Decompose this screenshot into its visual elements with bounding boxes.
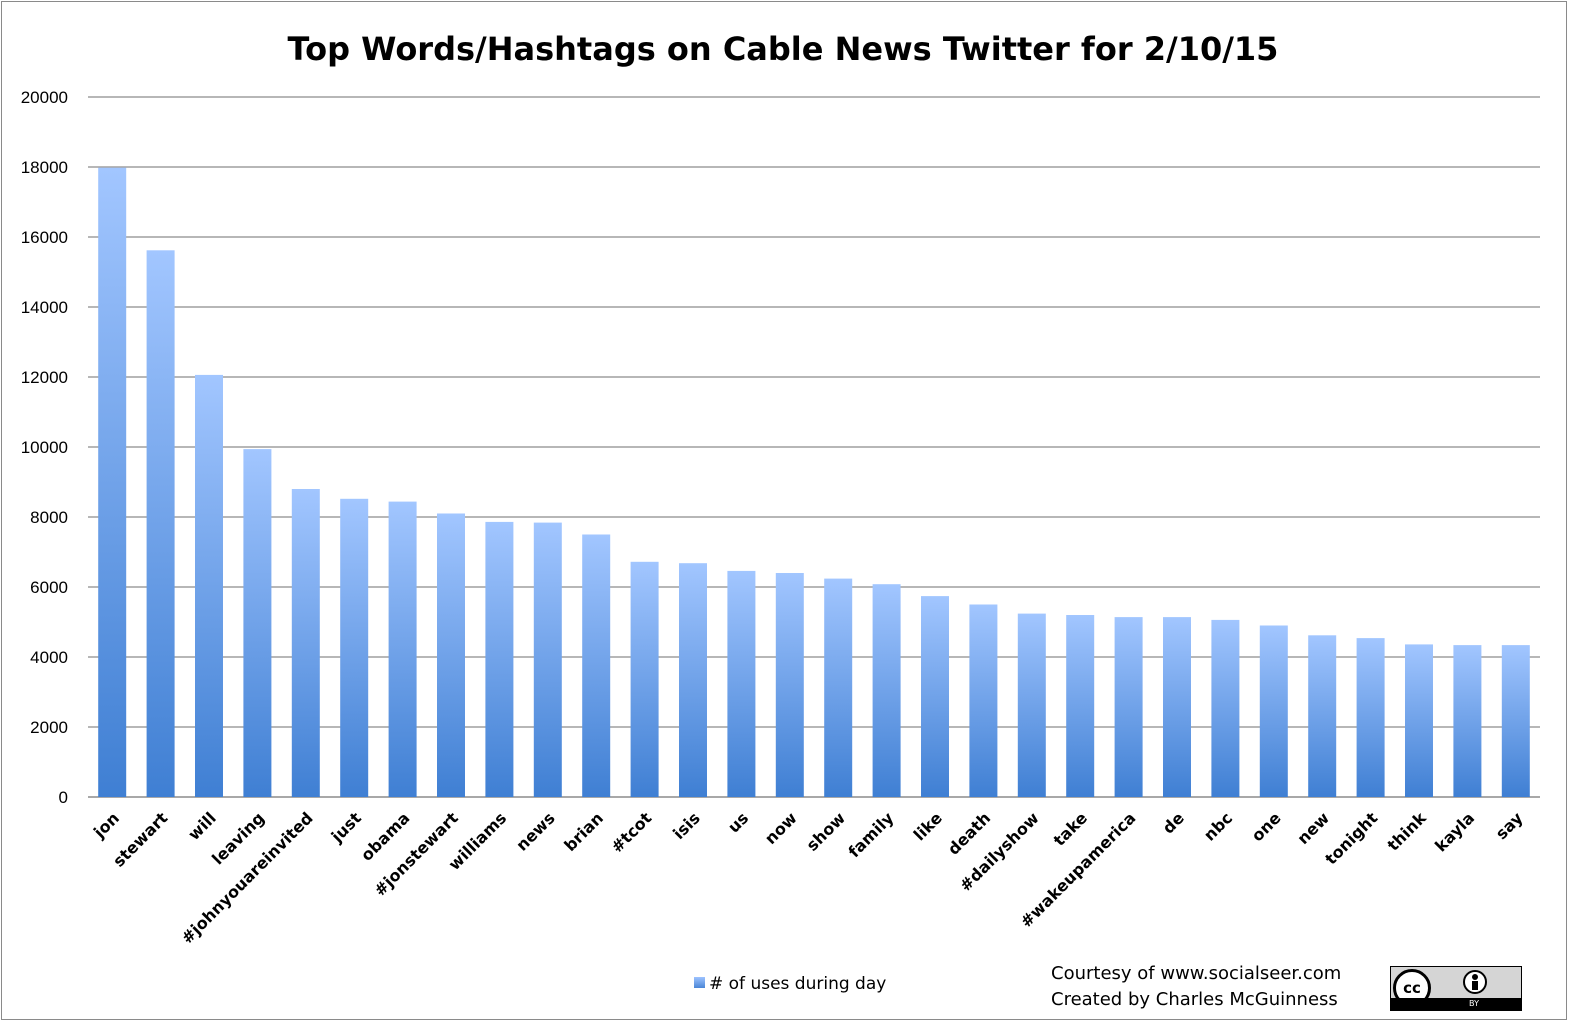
bar-us bbox=[727, 570, 756, 797]
x-tick-label: just bbox=[327, 808, 365, 846]
y-axis-ticks: 0 2000 4000 6000 8000 10000 12000 14000 16000 180… bbox=[21, 88, 68, 807]
bar-nbc bbox=[1211, 619, 1240, 797]
x-tick-label: say bbox=[1492, 808, 1527, 843]
y-tick-label: 6000 bbox=[30, 578, 68, 597]
x-tick-label: de bbox=[1159, 808, 1188, 837]
bar-like bbox=[921, 596, 949, 797]
bar-now bbox=[775, 573, 804, 797]
chart-title: Top Words/Hashtags on Cable News Twitter… bbox=[288, 30, 1279, 68]
bars bbox=[98, 167, 1530, 798]
x-tick-label: nbc bbox=[1200, 808, 1236, 844]
legend-swatch bbox=[694, 977, 705, 988]
y-tick-label: 8000 bbox=[30, 508, 68, 527]
y-tick-label: 14000 bbox=[21, 298, 68, 317]
x-tick-label: news bbox=[512, 808, 558, 854]
bar-just bbox=[340, 498, 369, 797]
x-tick-label: brian bbox=[560, 808, 607, 855]
bar-williams bbox=[485, 521, 514, 797]
x-tick-label: jon bbox=[89, 808, 123, 842]
by-label: BY bbox=[1469, 999, 1479, 1008]
y-tick-label: 10000 bbox=[21, 438, 68, 457]
y-tick-label: 4000 bbox=[30, 648, 68, 667]
bar-one bbox=[1259, 625, 1288, 797]
bar-de bbox=[1163, 617, 1191, 797]
creative-commons-by-icon: cc BY bbox=[1390, 966, 1522, 1011]
bar-brian bbox=[582, 534, 611, 797]
bar-take bbox=[1066, 615, 1095, 797]
bar-kayla bbox=[1453, 645, 1482, 797]
x-tick-label: now bbox=[761, 808, 801, 848]
x-tick-label: #jonstewart bbox=[370, 808, 462, 900]
x-tick-label: kayla bbox=[1431, 808, 1478, 855]
bar-death bbox=[969, 604, 998, 797]
x-tick-label: us bbox=[724, 808, 752, 836]
y-tick-label: 12000 bbox=[21, 368, 68, 387]
bar-will bbox=[195, 374, 223, 797]
x-tick-label: new bbox=[1293, 808, 1333, 848]
created-by-text: Created by Charles McGuinness bbox=[1051, 989, 1338, 1010]
bar-johnyouareinvited bbox=[291, 489, 320, 797]
bar-stewart bbox=[146, 250, 175, 798]
courtesy-text: Courtesy of www.socialseer.com bbox=[1051, 963, 1342, 984]
bar-obama bbox=[388, 501, 417, 797]
bar-think bbox=[1405, 644, 1433, 797]
bar-new bbox=[1308, 635, 1337, 797]
y-tick-label: 20000 bbox=[21, 88, 68, 107]
x-tick-label: take bbox=[1050, 808, 1091, 849]
bar-leaving bbox=[243, 449, 272, 797]
bar-say bbox=[1501, 645, 1530, 797]
x-tick-label: #tcot bbox=[607, 808, 655, 856]
x-tick-label: family bbox=[845, 808, 898, 861]
bar-tcot bbox=[630, 561, 659, 797]
legend-label: # of uses during day bbox=[709, 974, 887, 994]
bar-jon bbox=[98, 167, 127, 797]
bar-jonstewart bbox=[437, 513, 465, 797]
y-tick-label: 2000 bbox=[30, 718, 68, 737]
bar-show bbox=[824, 578, 853, 797]
badge-bottom-bar bbox=[1391, 998, 1521, 1010]
y-tick-label: 0 bbox=[59, 788, 68, 807]
bar-tonight bbox=[1356, 638, 1385, 797]
legend: # of uses during day bbox=[694, 974, 886, 994]
bar-family bbox=[872, 584, 901, 797]
bar-isis bbox=[679, 563, 707, 797]
x-tick-label: will bbox=[184, 808, 220, 844]
bar-news bbox=[533, 522, 562, 797]
bar-dailyshow bbox=[1017, 613, 1046, 797]
x-tick-label: tonight bbox=[1321, 808, 1381, 868]
x-tick-label: one bbox=[1248, 808, 1285, 845]
x-tick-label: show bbox=[803, 808, 850, 855]
attribution-person-icon bbox=[1463, 970, 1487, 994]
x-tick-label: like bbox=[910, 808, 946, 844]
footer-credits: Courtesy of www.socialseer.com Created b… bbox=[1051, 961, 1341, 1013]
grid-lines bbox=[88, 96, 1540, 798]
x-tick-label: isis bbox=[669, 808, 704, 843]
bar-wakeupamerica bbox=[1114, 617, 1143, 797]
x-tick-label: think bbox=[1383, 808, 1430, 855]
y-tick-label: 18000 bbox=[21, 158, 68, 177]
y-tick-label: 16000 bbox=[21, 228, 68, 247]
